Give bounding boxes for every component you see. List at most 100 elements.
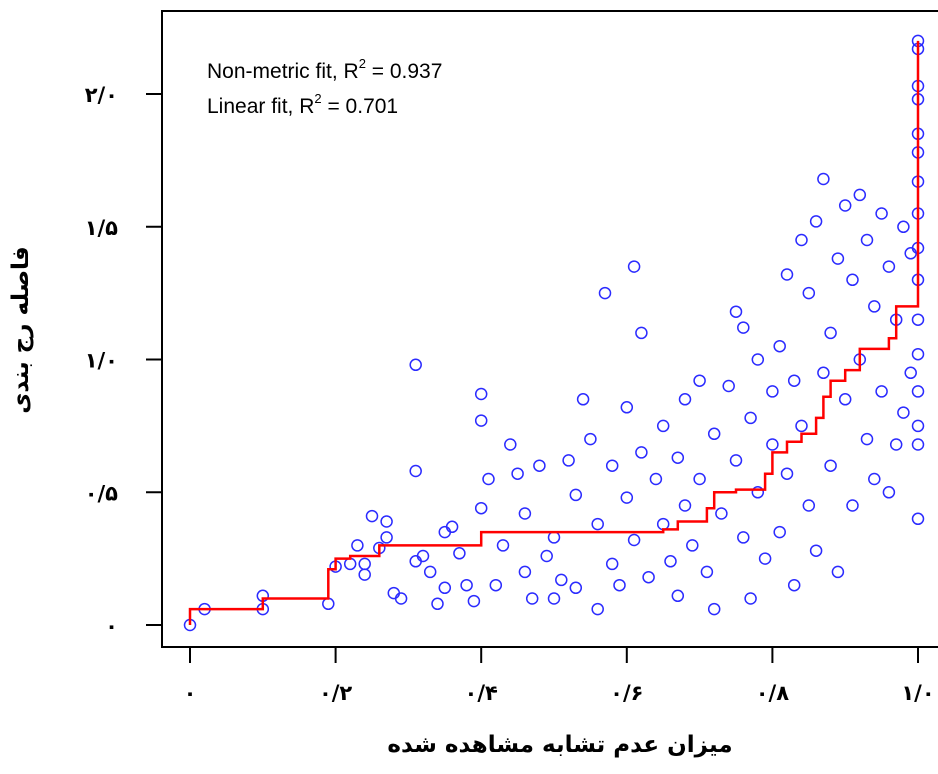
data-point <box>853 188 867 202</box>
data-point <box>766 385 779 398</box>
data-point <box>875 385 888 398</box>
data-point <box>744 592 757 605</box>
legend: Non-metric fit, R2 = 0.937 Linear fit, R… <box>207 56 442 118</box>
data-point <box>780 467 794 480</box>
data-point <box>817 172 830 186</box>
data-point <box>496 539 510 552</box>
data-point <box>547 531 561 544</box>
data-point <box>868 300 881 313</box>
data-point <box>846 499 859 512</box>
data-point <box>678 393 692 406</box>
data-point <box>547 592 561 605</box>
data-point <box>533 459 546 472</box>
data-point <box>358 568 371 581</box>
data-point <box>555 573 568 587</box>
data-point <box>409 358 422 372</box>
data-point <box>722 379 735 393</box>
data-point <box>409 464 422 478</box>
data-point <box>671 589 685 603</box>
data-point <box>904 247 917 260</box>
data-point <box>635 326 648 340</box>
y-axis-title: فاصله رج بندی <box>8 246 34 413</box>
data-point <box>474 387 488 401</box>
data-point <box>460 578 473 592</box>
data-point <box>569 581 583 595</box>
data-point <box>875 207 888 220</box>
data-point <box>780 268 794 281</box>
data-point <box>540 549 553 563</box>
x-axis: ۰ ۰/۲ ۰/۴ ۰/۶ ۰/۸ ۱/۰ <box>184 646 935 705</box>
data-point <box>620 491 634 504</box>
data-point <box>380 531 393 544</box>
data-point <box>809 215 823 228</box>
data-point <box>831 565 845 579</box>
data-point <box>409 555 422 568</box>
data-point <box>504 438 517 451</box>
data-point <box>911 438 925 451</box>
x-tick-label: ۰/۴ <box>465 681 498 705</box>
data-point <box>467 594 481 608</box>
data-point <box>387 586 401 600</box>
data-point <box>656 419 670 433</box>
data-point <box>882 486 896 499</box>
data-point <box>627 260 641 273</box>
data-point <box>511 467 524 480</box>
data-point <box>445 520 459 534</box>
data-point <box>707 427 721 441</box>
data-point <box>605 459 619 472</box>
data-point <box>897 220 910 234</box>
data-point <box>911 512 925 526</box>
data-point <box>824 326 837 340</box>
data-point <box>489 578 503 592</box>
data-point <box>729 305 743 318</box>
data-point <box>773 525 786 539</box>
data-point <box>911 419 925 433</box>
data-point <box>693 374 706 387</box>
data-point <box>671 451 685 464</box>
data-point <box>591 517 604 531</box>
data-point <box>686 539 699 552</box>
data-point <box>656 517 670 531</box>
data-point <box>365 509 379 523</box>
data-point <box>649 472 663 486</box>
data-point <box>322 597 335 611</box>
data-point <box>438 581 452 595</box>
data-point <box>562 454 575 467</box>
data-point <box>584 432 597 446</box>
data-point <box>817 366 830 380</box>
y-tick-label: ۱/۵ <box>85 216 118 240</box>
data-point <box>773 339 786 353</box>
data-point <box>431 597 444 611</box>
data-point <box>802 286 816 300</box>
data-point <box>605 557 619 571</box>
x-tick-label: ۱/۰ <box>901 681 934 705</box>
data-point <box>474 414 488 427</box>
data-point <box>518 507 532 520</box>
data-point <box>802 499 816 512</box>
data-point <box>613 578 626 592</box>
y-tick-label: ۰ <box>105 614 118 638</box>
data-point <box>474 501 488 515</box>
x-tick-label: ۰ <box>184 681 197 705</box>
data-point <box>707 602 721 616</box>
data-point <box>766 438 779 451</box>
data-point <box>904 366 917 380</box>
legend-entry-linear: Linear fit, R2 = 0.701 <box>207 91 398 118</box>
data-point <box>787 578 801 592</box>
data-point <box>911 347 925 361</box>
data-point <box>795 419 808 433</box>
data-point <box>394 592 408 605</box>
data-point <box>416 549 430 563</box>
fit-line-layer <box>188 40 920 625</box>
y-tick-label: ۰/۵ <box>85 481 118 505</box>
nonmetric-fit-line <box>188 40 920 625</box>
data-point <box>664 555 677 568</box>
data-point <box>868 472 881 486</box>
data-point <box>860 432 874 446</box>
data-point <box>678 499 692 512</box>
data-point <box>642 570 655 584</box>
y-axis: ۰ ۰/۵ ۱/۰ ۱/۵ ۲/۰ <box>85 83 162 638</box>
data-point <box>729 454 743 467</box>
